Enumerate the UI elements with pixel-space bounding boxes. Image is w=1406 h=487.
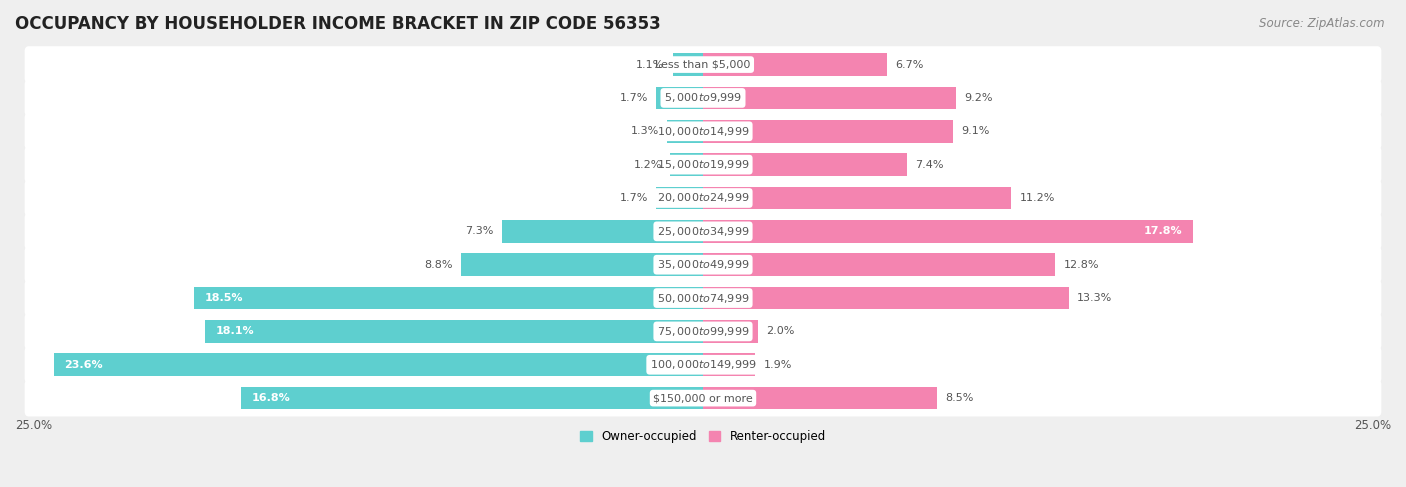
- Text: 25.0%: 25.0%: [15, 419, 52, 432]
- Text: 1.7%: 1.7%: [620, 193, 648, 203]
- Text: $75,000 to $99,999: $75,000 to $99,999: [657, 325, 749, 338]
- FancyBboxPatch shape: [25, 79, 1381, 116]
- FancyBboxPatch shape: [25, 280, 1381, 317]
- Bar: [53, 354, 703, 376]
- Bar: [657, 187, 703, 209]
- FancyBboxPatch shape: [25, 180, 1381, 216]
- Bar: [703, 187, 1011, 209]
- Text: 9.2%: 9.2%: [965, 93, 993, 103]
- Text: 12.8%: 12.8%: [1063, 260, 1099, 270]
- Bar: [703, 253, 1056, 276]
- Text: $150,000 or more: $150,000 or more: [654, 393, 752, 403]
- FancyBboxPatch shape: [25, 246, 1381, 283]
- Text: $15,000 to $19,999: $15,000 to $19,999: [657, 158, 749, 171]
- FancyBboxPatch shape: [25, 46, 1381, 83]
- Text: 1.9%: 1.9%: [763, 360, 792, 370]
- Bar: [657, 87, 703, 109]
- Text: 25.0%: 25.0%: [1354, 419, 1391, 432]
- Text: 2.0%: 2.0%: [766, 326, 794, 337]
- Text: $50,000 to $74,999: $50,000 to $74,999: [657, 292, 749, 304]
- Text: $35,000 to $49,999: $35,000 to $49,999: [657, 258, 749, 271]
- FancyBboxPatch shape: [25, 113, 1381, 150]
- Text: 7.4%: 7.4%: [915, 160, 943, 169]
- Text: $20,000 to $24,999: $20,000 to $24,999: [657, 191, 749, 205]
- Bar: [671, 153, 703, 176]
- Bar: [240, 387, 703, 410]
- Text: 18.1%: 18.1%: [217, 326, 254, 337]
- Bar: [502, 220, 703, 243]
- Text: Source: ZipAtlas.com: Source: ZipAtlas.com: [1260, 17, 1385, 30]
- Text: 8.8%: 8.8%: [425, 260, 453, 270]
- Text: 6.7%: 6.7%: [896, 59, 924, 70]
- Text: 18.5%: 18.5%: [205, 293, 243, 303]
- Text: 7.3%: 7.3%: [465, 226, 494, 236]
- Text: $10,000 to $14,999: $10,000 to $14,999: [657, 125, 749, 138]
- Text: $25,000 to $34,999: $25,000 to $34,999: [657, 225, 749, 238]
- Text: 8.5%: 8.5%: [945, 393, 973, 403]
- Bar: [703, 320, 758, 343]
- FancyBboxPatch shape: [25, 213, 1381, 250]
- FancyBboxPatch shape: [25, 380, 1381, 416]
- Bar: [703, 120, 953, 143]
- Bar: [703, 87, 956, 109]
- Bar: [703, 53, 887, 76]
- Text: 9.1%: 9.1%: [962, 126, 990, 136]
- Text: 11.2%: 11.2%: [1019, 193, 1054, 203]
- Text: 16.8%: 16.8%: [252, 393, 291, 403]
- Bar: [703, 354, 755, 376]
- Bar: [703, 220, 1192, 243]
- Bar: [461, 253, 703, 276]
- Bar: [703, 287, 1069, 309]
- Text: $5,000 to $9,999: $5,000 to $9,999: [664, 92, 742, 104]
- FancyBboxPatch shape: [25, 146, 1381, 183]
- Legend: Owner-occupied, Renter-occupied: Owner-occupied, Renter-occupied: [575, 425, 831, 448]
- Text: 1.1%: 1.1%: [637, 59, 665, 70]
- Text: Less than $5,000: Less than $5,000: [655, 59, 751, 70]
- Bar: [703, 387, 936, 410]
- Text: 1.3%: 1.3%: [631, 126, 659, 136]
- FancyBboxPatch shape: [25, 346, 1381, 383]
- Text: OCCUPANCY BY HOUSEHOLDER INCOME BRACKET IN ZIP CODE 56353: OCCUPANCY BY HOUSEHOLDER INCOME BRACKET …: [15, 15, 661, 33]
- Text: 1.2%: 1.2%: [633, 160, 662, 169]
- Bar: [194, 287, 703, 309]
- Bar: [703, 153, 907, 176]
- Bar: [205, 320, 703, 343]
- FancyBboxPatch shape: [25, 313, 1381, 350]
- Bar: [672, 53, 703, 76]
- Text: 1.7%: 1.7%: [620, 93, 648, 103]
- Text: 17.8%: 17.8%: [1143, 226, 1182, 236]
- Text: 13.3%: 13.3%: [1077, 293, 1112, 303]
- Bar: [668, 120, 703, 143]
- Text: $100,000 to $149,999: $100,000 to $149,999: [650, 358, 756, 371]
- Text: 23.6%: 23.6%: [65, 360, 103, 370]
